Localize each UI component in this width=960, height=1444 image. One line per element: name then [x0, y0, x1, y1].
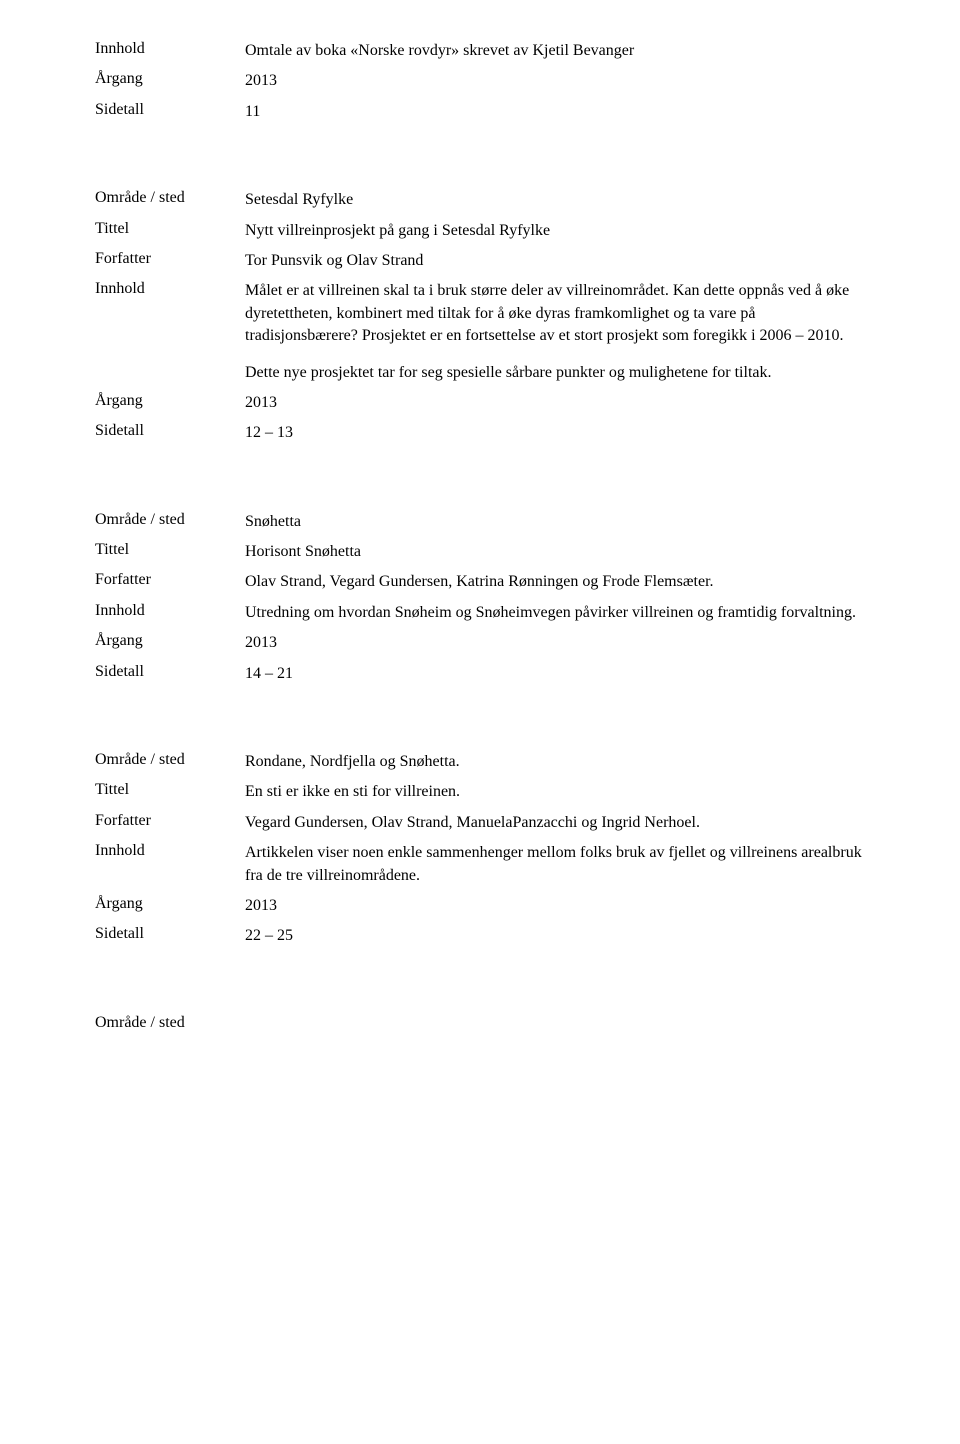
label-argang: Årgang — [95, 895, 245, 913]
label-forfatter: Forfatter — [95, 250, 245, 268]
record-row-omrade: Område / sted Snøhetta — [95, 511, 865, 533]
record-row-tittel: Tittel En sti er ikke en sti for villrei… — [95, 781, 865, 803]
value-omrade: Snøhetta — [245, 511, 865, 533]
label-sidetall: Sidetall — [95, 925, 245, 943]
label-tittel: Tittel — [95, 781, 245, 799]
value-sidetall: 22 – 25 — [245, 925, 865, 947]
record-row-innhold: Innhold Utredning om hvordan Snøheim og … — [95, 602, 865, 624]
value-forfatter: Tor Punsvik og Olav Strand — [245, 250, 865, 272]
label-sidetall: Sidetall — [95, 663, 245, 681]
record-row-argang: Årgang 2013 — [95, 392, 865, 414]
section-gap — [95, 956, 865, 1014]
label-innhold: Innhold — [95, 280, 245, 298]
record-row-innhold: Innhold Artikkelen viser noen enkle samm… — [95, 842, 865, 887]
record-row-innhold: Innhold Målet er at villreinen skal ta i… — [95, 280, 865, 384]
label-tittel: Tittel — [95, 220, 245, 238]
value-argang: 2013 — [245, 895, 865, 917]
label-innhold: Innhold — [95, 602, 245, 620]
value-sidetall: 14 – 21 — [245, 663, 865, 685]
value-argang: 2013 — [245, 70, 865, 92]
label-sidetall: Sidetall — [95, 422, 245, 440]
value-innhold: Utredning om hvordan Snøheim og Snøheimv… — [245, 602, 865, 624]
label-innhold: Innhold — [95, 842, 245, 860]
record-row-forfatter: Forfatter Vegard Gundersen, Olav Strand,… — [95, 812, 865, 834]
innhold-paragraph: Målet er at villreinen skal ta i bruk st… — [245, 280, 865, 347]
value-innhold: Omtale av boka «Norske rovdyr» skrevet a… — [245, 40, 865, 62]
label-forfatter: Forfatter — [95, 571, 245, 589]
value-forfatter: Vegard Gundersen, Olav Strand, ManuelaPa… — [245, 812, 865, 834]
value-innhold: Artikkelen viser noen enkle sammenhenger… — [245, 842, 865, 887]
value-sidetall: 11 — [245, 101, 865, 123]
label-omrade: Område / sted — [95, 189, 245, 207]
label-argang: Årgang — [95, 632, 245, 650]
innhold-paragraph: Omtale av boka «Norske rovdyr» skrevet a… — [245, 40, 865, 62]
document-page: Innhold Omtale av boka «Norske rovdyr» s… — [0, 0, 960, 1080]
record-row-argang: Årgang 2013 — [95, 632, 865, 654]
value-tittel: Nytt villreinprosjekt på gang i Setesdal… — [245, 220, 865, 242]
record-row-sidetall: Sidetall 12 – 13 — [95, 422, 865, 444]
label-omrade: Område / sted — [95, 751, 245, 769]
value-innhold: Målet er at villreinen skal ta i bruk st… — [245, 280, 865, 384]
record-row-argang: Årgang 2013 — [95, 895, 865, 917]
value-argang: 2013 — [245, 392, 865, 414]
record-row-innhold: Innhold Omtale av boka «Norske rovdyr» s… — [95, 40, 865, 62]
value-omrade: Rondane, Nordfjella og Snøhetta. — [245, 751, 865, 773]
value-sidetall: 12 – 13 — [245, 422, 865, 444]
label-argang: Årgang — [95, 70, 245, 88]
section-gap — [95, 453, 865, 511]
record-row-omrade: Område / sted Rondane, Nordfjella og Snø… — [95, 751, 865, 773]
value-tittel: Horisont Snøhetta — [245, 541, 865, 563]
section-gap — [95, 693, 865, 751]
label-omrade: Område / sted — [95, 1014, 245, 1032]
value-argang: 2013 — [245, 632, 865, 654]
label-sidetall: Sidetall — [95, 101, 245, 119]
record-row-forfatter: Forfatter Tor Punsvik og Olav Strand — [95, 250, 865, 272]
value-tittel: En sti er ikke en sti for villreinen. — [245, 781, 865, 803]
innhold-paragraph: Dette nye prosjektet tar for seg spesiel… — [245, 362, 865, 384]
label-omrade: Område / sted — [95, 511, 245, 529]
section-gap — [95, 131, 865, 189]
label-tittel: Tittel — [95, 541, 245, 559]
innhold-paragraph: Artikkelen viser noen enkle sammenhenger… — [245, 842, 865, 887]
label-innhold: Innhold — [95, 40, 245, 58]
record-row-sidetall: Sidetall 22 – 25 — [95, 925, 865, 947]
record-row-sidetall: Sidetall 14 – 21 — [95, 663, 865, 685]
record-row-forfatter: Forfatter Olav Strand, Vegard Gundersen,… — [95, 571, 865, 593]
record-row-tittel: Tittel Nytt villreinprosjekt på gang i S… — [95, 220, 865, 242]
label-argang: Årgang — [95, 392, 245, 410]
label-forfatter: Forfatter — [95, 812, 245, 830]
record-row-argang: Årgang 2013 — [95, 70, 865, 92]
innhold-paragraph: Utredning om hvordan Snøheim og Snøheimv… — [245, 602, 865, 624]
record-row-tittel: Tittel Horisont Snøhetta — [95, 541, 865, 563]
record-row-omrade: Område / sted — [95, 1014, 865, 1032]
value-forfatter: Olav Strand, Vegard Gundersen, Katrina R… — [245, 571, 865, 593]
value-omrade: Setesdal Ryfylke — [245, 189, 865, 211]
record-row-sidetall: Sidetall 11 — [95, 101, 865, 123]
record-row-omrade: Område / sted Setesdal Ryfylke — [95, 189, 865, 211]
